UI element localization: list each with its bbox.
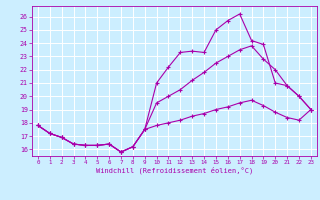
- X-axis label: Windchill (Refroidissement éolien,°C): Windchill (Refroidissement éolien,°C): [96, 167, 253, 174]
